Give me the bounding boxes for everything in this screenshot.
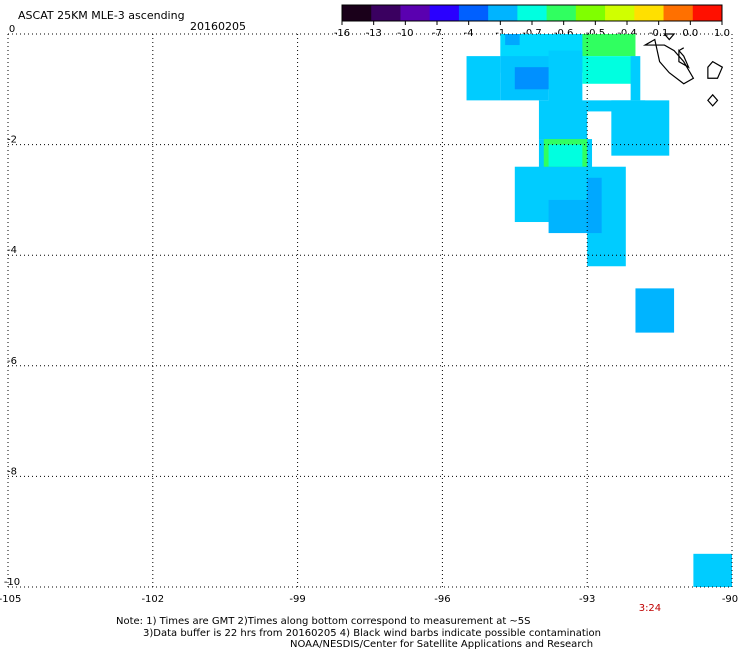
data-cell bbox=[611, 100, 670, 156]
colorbar-segment bbox=[488, 5, 518, 21]
x-tick-label: -96 bbox=[434, 594, 450, 605]
island-outline bbox=[642, 38, 695, 85]
colorbar-segment bbox=[575, 5, 606, 21]
colorbar-tick-label: -13 bbox=[365, 28, 381, 39]
chart-date: 20160205 bbox=[190, 20, 246, 33]
colorbar-segment bbox=[634, 5, 665, 21]
colorbar-segment bbox=[692, 5, 723, 21]
y-tick-label: 0 bbox=[9, 24, 15, 35]
y-tick-label: -8 bbox=[7, 466, 17, 477]
colorbar-tick-label: -0.5 bbox=[586, 28, 606, 39]
colorbar-segment bbox=[546, 5, 577, 21]
island-outline bbox=[678, 48, 690, 69]
colorbar-tick-label: 0.0 bbox=[682, 28, 698, 39]
x-tick-label: -105 bbox=[0, 594, 21, 605]
colorbar-segment bbox=[663, 5, 694, 21]
colorbar-segment bbox=[605, 5, 635, 21]
colorbar-segment bbox=[400, 5, 431, 21]
data-cell bbox=[587, 177, 602, 234]
colorbar-tick-label: -16 bbox=[334, 28, 350, 39]
chart-title: ASCAT 25KM MLE-3 ascending bbox=[18, 9, 185, 22]
data-cell bbox=[505, 34, 520, 46]
note-line-2: 3)Data buffer is 22 hrs from 20160205 4)… bbox=[143, 628, 601, 639]
colorbar-tick-label: -0.1 bbox=[649, 28, 669, 39]
data-cell bbox=[635, 288, 675, 333]
colorbar-tick-label: -0.4 bbox=[617, 28, 637, 39]
x-tick-label: -90 bbox=[722, 594, 738, 605]
data-cell bbox=[466, 56, 501, 101]
data-cell bbox=[630, 56, 641, 101]
data-cell bbox=[582, 56, 636, 84]
y-tick-label: -2 bbox=[7, 135, 17, 146]
colorbar-tick-label: -10 bbox=[397, 28, 413, 39]
data-cell bbox=[548, 144, 583, 167]
data-cell bbox=[514, 67, 554, 90]
colorbar-segment bbox=[342, 5, 372, 21]
colorbar-segment bbox=[517, 5, 548, 21]
x-tick-label: -102 bbox=[141, 594, 164, 605]
data-cell bbox=[538, 100, 588, 140]
colorbar: -16-13-10-7-4-1-0.7-0.6-0.5-0.4-0.10.01.… bbox=[334, 4, 730, 39]
data-cell bbox=[693, 553, 732, 587]
x-tick-label: -99 bbox=[289, 594, 305, 605]
colorbar-segment bbox=[458, 5, 489, 21]
island-outline bbox=[678, 47, 685, 52]
island-outline bbox=[707, 60, 724, 79]
y-tick-label: -10 bbox=[4, 577, 20, 588]
y-tick-label: -6 bbox=[7, 356, 17, 367]
time-label: 3:24 bbox=[639, 603, 661, 614]
note-line-1: Note: 1) Times are GMT 2)Times along bot… bbox=[116, 616, 531, 627]
data-cell bbox=[548, 50, 583, 106]
colorbar-segment bbox=[371, 5, 401, 21]
island-outline bbox=[663, 33, 676, 41]
colorbar-tick-label: 1.0 bbox=[714, 28, 730, 39]
credit-line: NOAA/NESDIS/Center for Satellite Applica… bbox=[290, 639, 594, 650]
y-tick-label: -4 bbox=[7, 245, 17, 256]
data-cell bbox=[582, 34, 636, 57]
colorbar-tick-label: -0.6 bbox=[554, 28, 574, 39]
colorbar-segment bbox=[429, 5, 460, 21]
island-outline bbox=[707, 93, 719, 107]
x-tick-label: -93 bbox=[579, 594, 595, 605]
